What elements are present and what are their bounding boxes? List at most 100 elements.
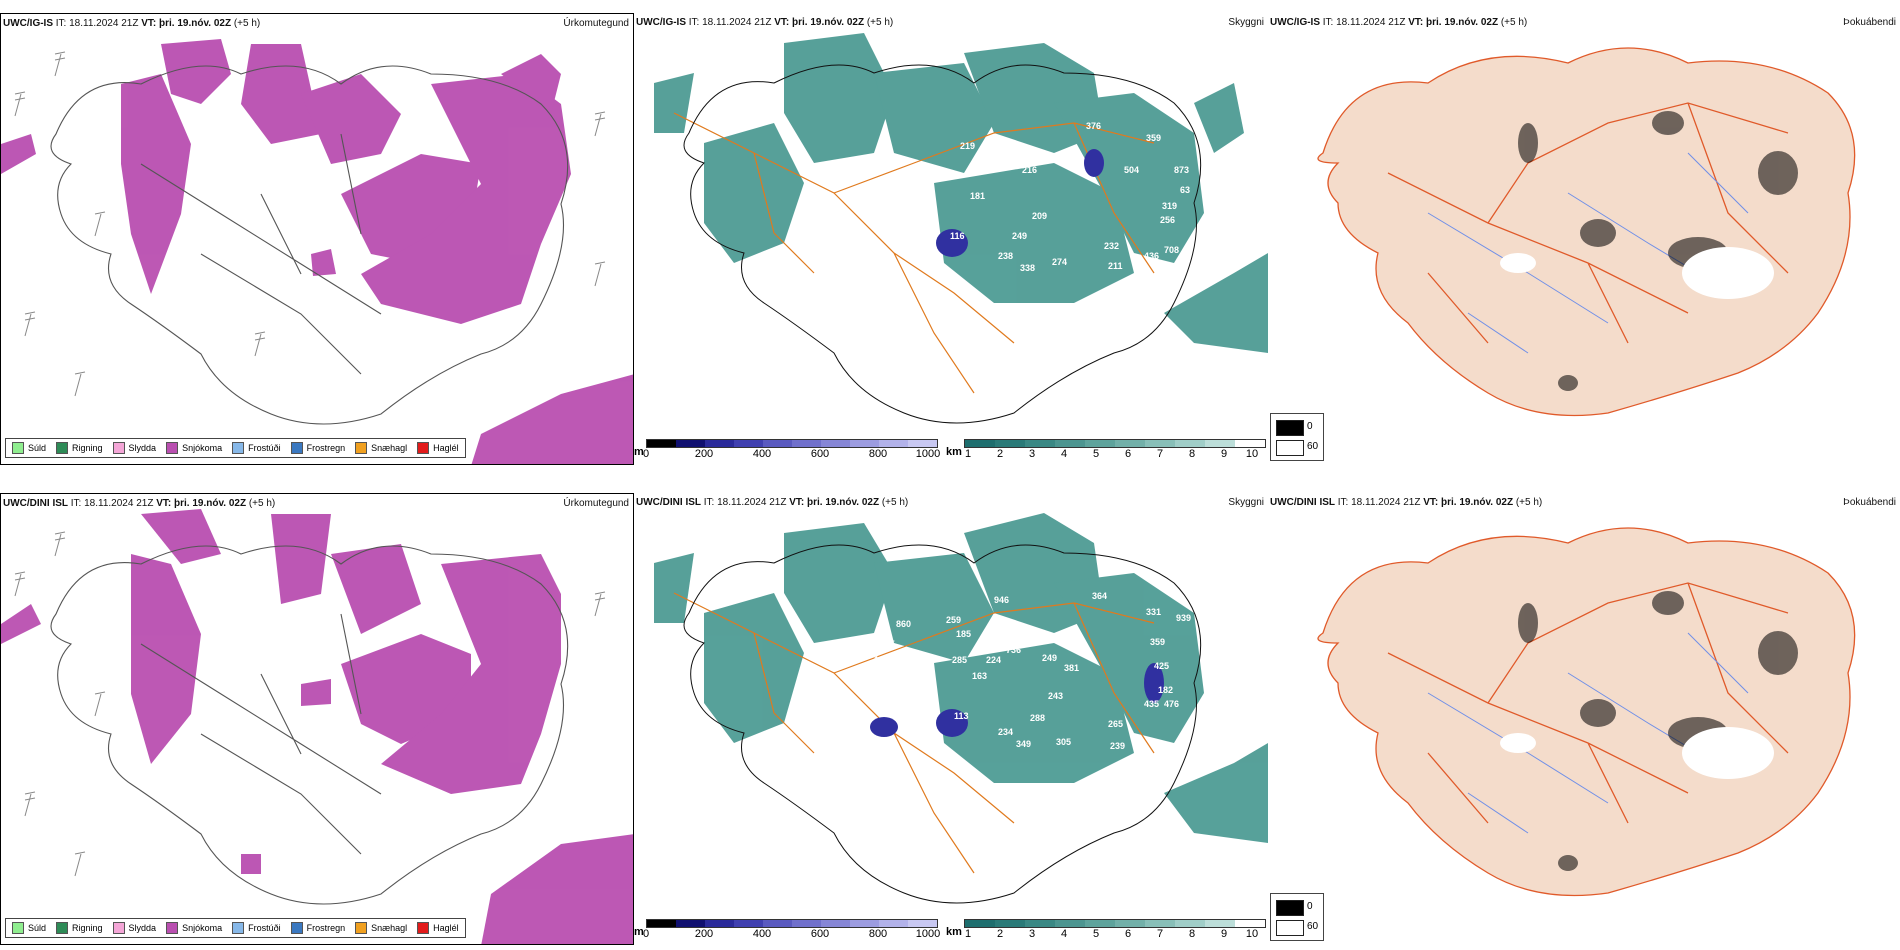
visibility-map-row2: 259 185 946 736 285 224 163 249 381 243 … [634, 493, 1268, 945]
legend-item-slydda: Slydda [112, 922, 156, 934]
panel-header: UWC/DINI ISL IT: 18.11.2024 21Z VT: þri.… [636, 497, 909, 508]
legend-item-sudd: Súld [12, 922, 46, 934]
legend-item-sudd: Súld [12, 442, 46, 454]
legend-item-snjokoma: Snjókoma [166, 922, 222, 934]
precip-map-graphic [1, 39, 633, 464]
fog-legend: 0 60 [1270, 893, 1324, 941]
precip-type-map-row1: UWC/IG-IS IT: 18.11.2024 21Z VT: þri. 19… [0, 13, 634, 465]
legend-item-snaehagl: Snæhagl [355, 922, 407, 934]
svg-text:435: 435 [1144, 699, 1159, 709]
visibility-colorbar: km 1 2 3 4 5 6 7 8 9 10 [946, 919, 1266, 943]
svg-text:219: 219 [960, 141, 975, 151]
panel-header: UWC/DINI ISL IT: 18.11.2024 21Z VT: þri.… [3, 498, 276, 509]
precip-legend: Súld Rigning Slydda Snjókoma Frostúði Fr… [5, 438, 466, 458]
fog-map-row1: UWC/IG-IS IT: 18.11.2024 21Z VT: þri. 19… [1268, 13, 1900, 465]
svg-text:995: 995 [792, 711, 807, 721]
svg-text:476: 476 [1164, 699, 1179, 709]
svg-text:265: 265 [1108, 719, 1123, 729]
svg-text:873: 873 [1174, 165, 1189, 175]
svg-text:359: 359 [1146, 133, 1161, 143]
panel-title: Skyggni [1228, 497, 1264, 508]
visibility-unit: km [946, 926, 962, 938]
svg-text:436: 436 [1144, 251, 1159, 261]
panel-title: Þokuábendi [1843, 17, 1896, 28]
svg-text:274: 274 [1052, 257, 1067, 267]
svg-text:425: 425 [1154, 661, 1169, 671]
svg-text:249: 249 [1042, 653, 1057, 663]
svg-text:860: 860 [896, 619, 911, 629]
svg-text:116: 116 [950, 231, 965, 241]
legend-item-rigning: Rigning [56, 442, 103, 454]
svg-text:736: 736 [1006, 645, 1021, 655]
svg-text:216: 216 [1022, 165, 1037, 175]
visibility-unit: km [946, 446, 962, 458]
svg-text:504: 504 [1124, 165, 1139, 175]
svg-text:349: 349 [1016, 739, 1031, 749]
svg-text:364: 364 [1092, 591, 1107, 601]
legend-item-frostregn: Frostregn [290, 922, 345, 934]
legend-item-rigning: Rigning [56, 922, 103, 934]
precip-map-graphic [1, 509, 633, 944]
legend-item-haglel: Haglél [417, 922, 459, 934]
svg-text:381: 381 [1064, 663, 1079, 673]
svg-text:185: 185 [956, 629, 971, 639]
legend-item-snjokoma: Snjókoma [166, 442, 222, 454]
panel-title: Úrkomutegund [563, 18, 629, 29]
svg-text:338: 338 [1020, 263, 1035, 273]
legend-item-slydda: Slydda [112, 442, 156, 454]
svg-text:939: 939 [1176, 613, 1191, 623]
precip-legend: Súld Rigning Slydda Snjókoma Frostúði Fr… [5, 918, 466, 938]
panel-header: UWC/DINI ISL IT: 18.11.2024 21Z VT: þri.… [1270, 497, 1543, 508]
svg-text:163: 163 [972, 671, 987, 681]
panel-title: Skyggni [1228, 17, 1264, 28]
svg-text:331: 331 [1146, 607, 1161, 617]
svg-text:234: 234 [998, 727, 1013, 737]
visibility-map-graphic: 219 181 216 209 249 238 338 274 232 211 … [654, 33, 1268, 424]
precip-type-map-row2: UWC/DINI ISL IT: 18.11.2024 21Z VT: þri.… [0, 493, 634, 945]
legend-item-frostregn: Frostregn [290, 442, 345, 454]
svg-text:211: 211 [1108, 261, 1123, 271]
svg-text:376: 376 [1086, 121, 1101, 131]
svg-text:243: 243 [1048, 691, 1063, 701]
legend-item-frostudi: Frostúði [232, 442, 281, 454]
legend-item-haglel: Haglél [417, 442, 459, 454]
svg-text:182: 182 [1158, 685, 1173, 695]
svg-text:168: 168 [874, 655, 889, 665]
legend-item-frostudi: Frostúði [232, 922, 281, 934]
svg-text:475: 475 [880, 639, 895, 649]
svg-text:209: 209 [1032, 211, 1047, 221]
svg-text:181: 181 [970, 191, 985, 201]
svg-text:239: 239 [1110, 741, 1125, 751]
svg-text:946: 946 [994, 595, 1009, 605]
height-unit: m [634, 446, 644, 458]
svg-text:359: 359 [1150, 637, 1165, 647]
svg-text:113: 113 [954, 711, 969, 721]
svg-text:761: 761 [794, 231, 809, 241]
panel-header: UWC/IG-IS IT: 18.11.2024 21Z VT: þri. 19… [1270, 17, 1528, 28]
panel-title: Þokuábendi [1843, 497, 1896, 508]
svg-text:224: 224 [986, 655, 1001, 665]
svg-text:234: 234 [830, 225, 845, 235]
visibility-map-row1: 219 181 216 209 249 238 338 274 232 211 … [634, 13, 1268, 465]
panel-header: UWC/IG-IS IT: 18.11.2024 21Z VT: þri. 19… [636, 17, 894, 28]
svg-text:708: 708 [1164, 245, 1179, 255]
svg-text:319: 319 [1162, 201, 1177, 211]
svg-text:238: 238 [998, 251, 1013, 261]
svg-text:288: 288 [1030, 713, 1045, 723]
height-colorbar: m 0 200 400 600 800 1000 [634, 919, 940, 943]
svg-text:259: 259 [946, 615, 961, 625]
panel-title: Úrkomutegund [563, 498, 629, 509]
height-labels: 219 181 216 209 249 238 338 274 232 211 … [794, 121, 1190, 273]
height-unit: m [634, 926, 644, 938]
svg-text:285: 285 [952, 655, 967, 665]
svg-text:305: 305 [1056, 737, 1071, 747]
height-colorbar: m 0 200 400 600 800 1000 [634, 439, 940, 463]
visibility-map-graphic: 259 185 946 736 285 224 163 249 381 243 … [654, 513, 1268, 904]
svg-text:256: 256 [1160, 215, 1175, 225]
fog-legend: 0 60 [1270, 413, 1324, 461]
fog-map-graphic [1317, 527, 1856, 897]
svg-text:249: 249 [1012, 231, 1027, 241]
fog-map-graphic [1317, 47, 1856, 417]
panel-header: UWC/IG-IS IT: 18.11.2024 21Z VT: þri. 19… [3, 18, 261, 29]
swatch [12, 442, 24, 454]
